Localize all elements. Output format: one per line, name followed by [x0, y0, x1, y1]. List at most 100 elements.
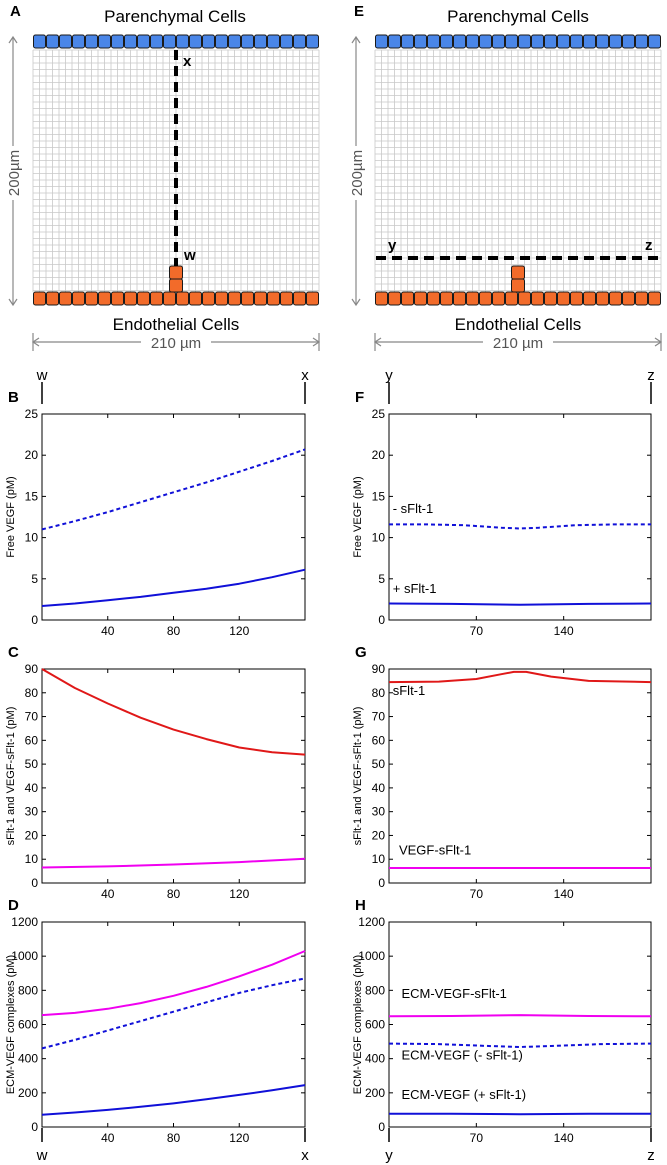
parenchymal-cell [46, 34, 59, 49]
y-tick-label: 200 [18, 1086, 38, 1100]
endothelial-cell [453, 291, 466, 306]
path-start-label-y: y [388, 237, 397, 254]
y-tick-label: 60 [372, 733, 386, 747]
y-tick-label: 80 [372, 686, 386, 700]
x-tick-label: 80 [167, 887, 181, 901]
y-tick-label: 5 [378, 572, 385, 586]
axis-end-w-bottom: w [36, 1147, 48, 1164]
width-label-a: 210 µm [151, 335, 201, 352]
parenchymal-cell [267, 34, 280, 49]
endothelial-cell [293, 291, 306, 306]
parenchymal-cell [440, 34, 453, 49]
y-tick-label: 50 [25, 757, 39, 771]
endothelial-cell [596, 291, 609, 306]
axes-frame [41, 921, 306, 1128]
x-tick-label: 140 [554, 1131, 574, 1145]
schematic-panel-a: A Parenchymal Cells x w 200µm Endothelia… [4, 3, 321, 352]
series-line [388, 602, 652, 606]
path-start-label-w: w [183, 247, 196, 264]
endothelial-cell [388, 291, 401, 306]
endothelial-label-a: Endothelial Cells [113, 315, 240, 334]
parenchymal-cell [479, 34, 492, 49]
parenchymal-cell [33, 34, 46, 49]
series-annotation: sFlt-1 [393, 683, 426, 698]
endothelial-cell-row-e [375, 291, 661, 306]
x-tick-label: 120 [229, 887, 249, 901]
axis-end-x-bottom: x [301, 1147, 309, 1164]
axes-frame [41, 668, 306, 884]
endothelial-cell [375, 291, 388, 306]
series-line [388, 1014, 652, 1018]
parenchymal-cell [635, 34, 648, 49]
endothelial-cell [33, 291, 46, 306]
parenchymal-cell [241, 34, 254, 49]
endothelial-cell [622, 291, 635, 306]
endothelial-cell [46, 291, 59, 306]
parenchymal-cell [228, 34, 241, 49]
y-tick-label: 40 [372, 781, 386, 795]
series-line [41, 668, 306, 756]
endothelial-cell [59, 291, 72, 306]
y-tick-label: 10 [372, 852, 386, 866]
endothelial-cell [635, 291, 648, 306]
endothelial-label-e: Endothelial Cells [455, 315, 582, 334]
endothelial-cell [189, 291, 202, 306]
x-tick-label: 40 [101, 887, 115, 901]
y-tick-label: 1000 [358, 949, 385, 963]
parenchymal-cell [85, 34, 98, 49]
y-tick-label: 90 [25, 662, 39, 676]
sprout-cell-a [169, 278, 183, 293]
panel-letter-a: A [10, 3, 21, 20]
parenchymal-cell [570, 34, 583, 49]
parenchymal-cell-row-e [375, 34, 661, 49]
y-tick-label: 60 [25, 733, 39, 747]
series-line [41, 1084, 306, 1116]
y-tick-label: 0 [378, 1120, 385, 1134]
endothelial-cell [228, 291, 241, 306]
parenchymal-cell [280, 34, 293, 49]
endothelial-cell [241, 291, 254, 306]
x-tick-label: 120 [229, 1131, 249, 1145]
panel-letter: C [8, 644, 19, 661]
path-end-label-z: z [645, 237, 653, 254]
endothelial-cell [531, 291, 544, 306]
x-tick-label: 140 [554, 887, 574, 901]
endothelial-cell [306, 291, 319, 306]
endothelial-cell [609, 291, 622, 306]
y-tick-label: 25 [372, 407, 386, 421]
y-tick-label: 800 [365, 983, 385, 997]
y-tick-label: 15 [372, 489, 386, 503]
x-tick-label: 80 [167, 1131, 181, 1145]
y-tick-label: 20 [372, 828, 386, 842]
endothelial-cell [98, 291, 111, 306]
x-tick-label: 70 [470, 624, 484, 638]
parenchymal-cell [59, 34, 72, 49]
y-tick-label: 800 [18, 983, 38, 997]
parenchymal-cell [401, 34, 414, 49]
endothelial-cell [570, 291, 583, 306]
parenchymal-cell [505, 34, 518, 49]
x-tick-label: 140 [554, 624, 574, 638]
endothelial-cell [557, 291, 570, 306]
endothelial-cell [111, 291, 124, 306]
endothelial-cell [583, 291, 596, 306]
sprout-cell-a [169, 265, 183, 280]
series-line [388, 670, 652, 684]
y-tick-label: 200 [365, 1086, 385, 1100]
y-tick-label: 10 [25, 531, 39, 545]
axis-end-y-top: y [385, 367, 393, 384]
y-tick-label: 0 [31, 876, 38, 890]
parenchymal-cell [609, 34, 622, 49]
endothelial-cell [85, 291, 98, 306]
series-annotation: ECM-VEGF (- sFlt-1) [401, 1048, 522, 1063]
parenchymal-cell [254, 34, 267, 49]
series-annotation: + sFlt-1 [393, 581, 437, 596]
height-label-mask-a [4, 146, 22, 200]
axis-end-markers: w x y z w x y z [36, 367, 655, 1164]
endothelial-cell [440, 291, 453, 306]
schematic-panel-e: E Parenchymal Cells y z 200µm Endothelia… [347, 3, 663, 352]
x-tick-label: 80 [167, 624, 181, 638]
series-line [41, 950, 306, 1017]
series-annotation: ECM-VEGF (+ sFlt-1) [401, 1087, 526, 1102]
path-end-label-x: x [183, 53, 192, 70]
